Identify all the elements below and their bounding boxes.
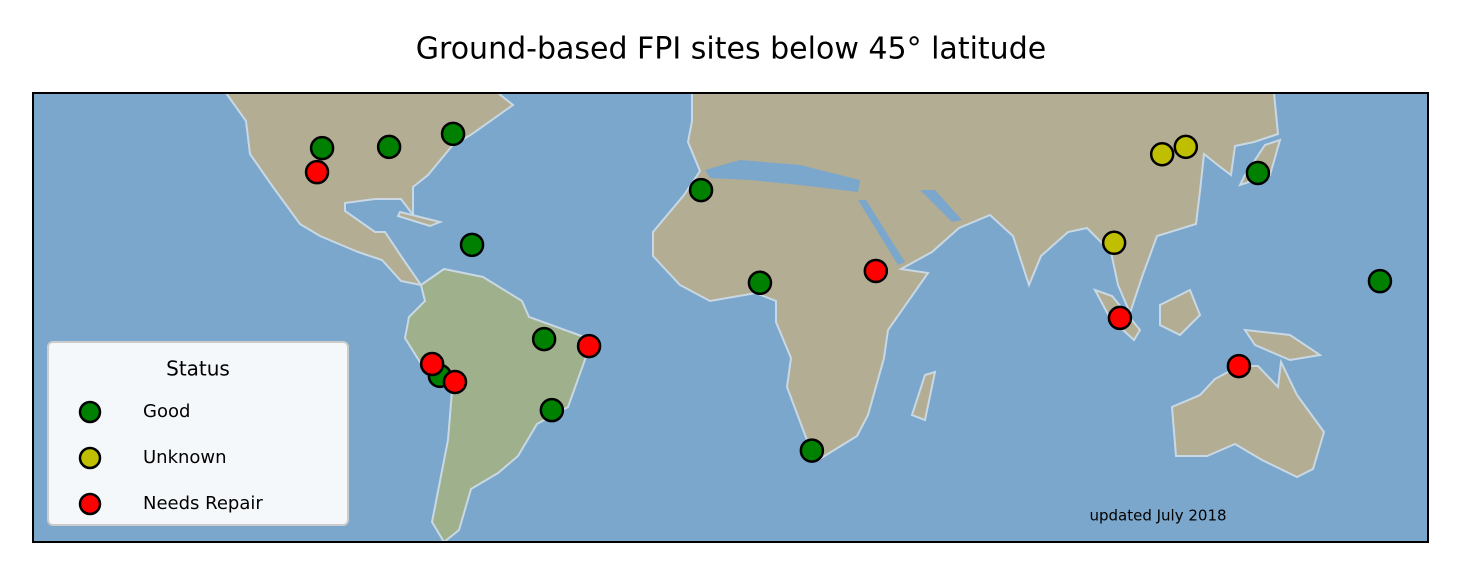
legend-label: Needs Repair xyxy=(143,493,263,514)
site-marker xyxy=(304,159,330,185)
site-marker xyxy=(863,258,889,284)
site-marker xyxy=(440,121,466,147)
site-marker xyxy=(1149,141,1175,167)
legend-marker xyxy=(78,492,102,516)
site-marker xyxy=(1107,305,1133,331)
chart-title: Ground-based FPI sites below 45° latitud… xyxy=(416,32,1046,67)
site-marker xyxy=(442,369,468,395)
site-marker xyxy=(531,326,557,352)
madagascar xyxy=(910,370,937,422)
annotation: updated July 2018 xyxy=(1089,507,1226,525)
legend-marker xyxy=(78,446,102,470)
site-marker xyxy=(576,333,602,359)
sites xyxy=(304,121,1393,463)
borneo xyxy=(1159,288,1202,337)
site-marker xyxy=(1173,134,1199,160)
new-guinea xyxy=(1242,328,1323,362)
legend: Status Good Unknown Needs Repair xyxy=(47,341,349,526)
site-marker xyxy=(459,232,485,258)
australia xyxy=(1170,358,1326,479)
site-marker xyxy=(688,177,714,203)
gulf xyxy=(920,190,962,222)
site-marker xyxy=(376,134,402,160)
cuba xyxy=(396,210,444,228)
site-marker xyxy=(1226,353,1252,379)
red-sea xyxy=(858,200,905,265)
legend-label: Good xyxy=(143,401,190,422)
site-marker xyxy=(1101,230,1127,256)
legend-label: Unknown xyxy=(143,447,227,468)
site-marker xyxy=(1367,268,1393,294)
site-marker xyxy=(799,438,825,463)
site-marker xyxy=(419,351,445,377)
mediterranean xyxy=(705,160,860,192)
legend-marker xyxy=(78,400,102,424)
site-marker xyxy=(1245,160,1271,186)
legend-box xyxy=(47,341,349,526)
site-marker xyxy=(747,270,773,296)
site-marker xyxy=(539,397,565,423)
map-frame xyxy=(32,92,1429,543)
legend-title: Status xyxy=(166,357,230,381)
site-marker xyxy=(309,135,335,161)
